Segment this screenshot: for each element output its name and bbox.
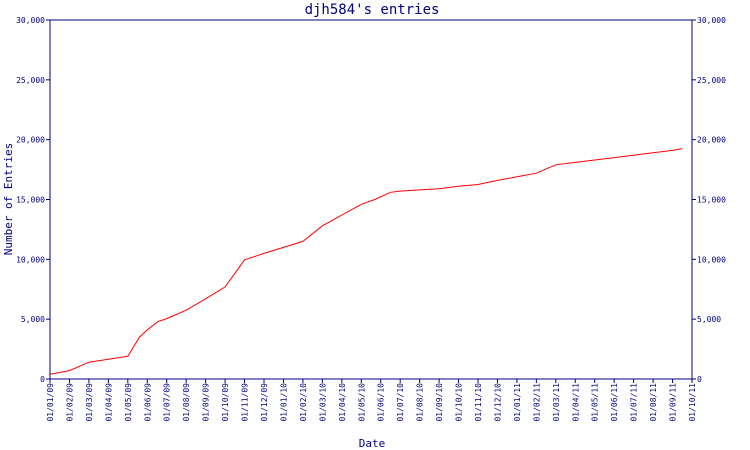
x-tick-label: 01/04/09 — [104, 383, 113, 422]
x-tick-label: 01/05/10 — [357, 383, 366, 422]
x-tick-label: 01/12/10 — [493, 383, 502, 422]
y-tick-label-right: 5,000 — [697, 315, 721, 324]
y-tick-label-right: 25,000 — [697, 76, 726, 85]
x-tick-label: 01/04/11 — [571, 383, 580, 422]
y-tick-label-left: 15,000 — [16, 196, 45, 205]
series-group — [49, 148, 683, 375]
x-tick-label: 01/05/09 — [124, 383, 133, 422]
x-tick-label: 01/01/09 — [46, 383, 55, 422]
y-tick-label-left: 5,000 — [21, 315, 45, 324]
series-line — [49, 148, 683, 375]
x-tick-label: 01/06/11 — [610, 383, 619, 422]
x-tick-label: 01/02/09 — [65, 383, 74, 422]
y-tick-label-right: 20,000 — [697, 136, 726, 145]
y-tick-label-left: 20,000 — [16, 136, 45, 145]
x-tick-label: 01/05/11 — [591, 383, 600, 422]
y-tick-label-left: 30,000 — [16, 16, 45, 25]
plot-frame — [49, 19, 693, 380]
plot-area-border — [49, 19, 693, 380]
x-tick-label: 01/08/10 — [416, 383, 425, 422]
y-tick-label-left: 10,000 — [16, 255, 45, 264]
x-tick-label: 01/11/09 — [241, 383, 250, 422]
x-tick-label: 01/02/11 — [532, 383, 541, 422]
x-tick-label: 01/06/09 — [143, 383, 152, 422]
x-axis: 01/01/09 01/02/09 01/03/09 01/04/09 01/05/09… — [46, 379, 697, 422]
x-tick-label: 01/07/10 — [396, 383, 405, 422]
x-tick-label: 01/06/10 — [377, 383, 386, 422]
x-tick-label: 01/03/10 — [318, 383, 327, 422]
y-tick-label-left: 0 — [40, 375, 45, 384]
x-tick-label: 01/04/10 — [338, 383, 347, 422]
x-tick-label: 01/10/11 — [688, 383, 697, 422]
y-tick-label-right: 30,000 — [697, 16, 726, 25]
x-tick-label: 01/09/10 — [435, 383, 444, 422]
x-tick-label: 01/03/11 — [552, 383, 561, 422]
y-axis-title: Number of Entries — [2, 143, 15, 256]
y-tick-label-right: 10,000 — [697, 255, 726, 264]
x-tick-label: 01/09/11 — [669, 383, 678, 422]
chart-title: djh584's entries — [305, 2, 440, 18]
x-tick-label: 01/10/09 — [221, 383, 230, 422]
y-axis-right: 0 5,000 10,000 15,000 20,000 25,000 30,000 — [692, 16, 726, 384]
x-tick-label: 01/01/10 — [279, 383, 288, 422]
x-tick-label: 01/03/09 — [85, 383, 94, 422]
y-tick-label-right: 0 — [697, 375, 702, 384]
x-tick-label: 01/10/10 — [455, 383, 464, 422]
x-tick-label: 01/07/09 — [163, 383, 172, 422]
x-tick-label: 01/11/10 — [474, 383, 483, 422]
y-tick-label-left: 25,000 — [16, 76, 45, 85]
x-tick-label: 01/08/09 — [182, 383, 191, 422]
x-tick-label: 01/02/10 — [299, 383, 308, 422]
x-tick-label: 01/09/09 — [202, 383, 211, 422]
x-axis-title: Date — [359, 437, 386, 450]
x-tick-label: 01/08/11 — [649, 383, 658, 422]
x-tick-label: 01/01/11 — [513, 383, 522, 422]
x-tick-label: 01/12/09 — [260, 383, 269, 422]
y-tick-label-right: 15,000 — [697, 196, 726, 205]
x-tick-label: 01/07/11 — [630, 383, 639, 422]
y-axis-left: 0 5,000 10,000 15,000 20,000 25,000 30,000 — [16, 16, 50, 384]
